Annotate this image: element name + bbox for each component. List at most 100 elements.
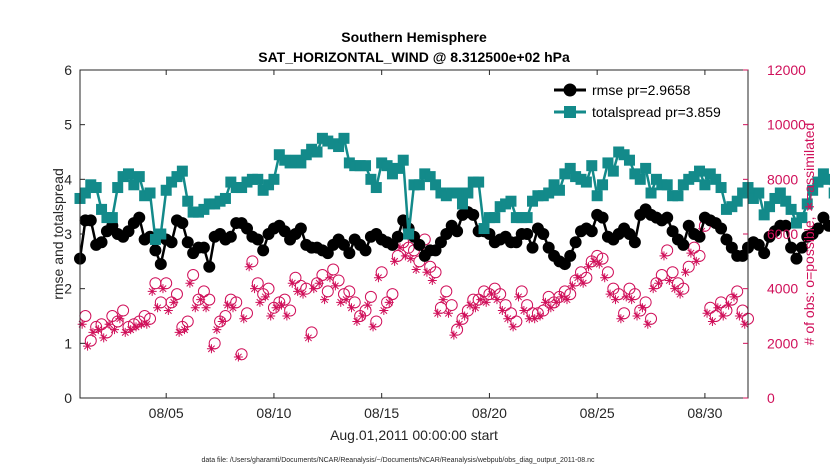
rmse-marker — [295, 223, 306, 234]
totalspread-marker — [635, 174, 645, 184]
assimilated-obs-marker — [191, 303, 200, 312]
y-right-tick-label: 12000 — [767, 62, 806, 78]
assimilated-obs-marker — [288, 279, 297, 288]
assimilated-obs-marker — [568, 281, 577, 290]
assimilated-obs-marker — [277, 301, 286, 310]
rmse-marker — [150, 245, 161, 256]
rmse-marker — [225, 231, 236, 242]
y-left-tick-label: 1 — [64, 335, 72, 351]
rmse-marker — [468, 209, 479, 220]
assimilated-obs-marker — [444, 309, 453, 318]
totalspread-marker — [398, 155, 408, 165]
footnote: data file: /Users/gharamti/Documents/NCA… — [201, 457, 595, 464]
rmse-marker — [759, 248, 770, 259]
assimilated-obs-marker — [358, 312, 367, 321]
rmse-marker — [134, 212, 145, 223]
assimilated-obs-marker — [428, 276, 437, 285]
assimilated-obs-marker — [460, 312, 469, 321]
assimilated-obs-marker — [433, 309, 442, 318]
assimilated-obs-marker — [665, 276, 674, 285]
assimilated-obs-marker — [385, 298, 394, 307]
totalspread-marker — [474, 177, 484, 187]
totalspread-marker — [371, 183, 381, 193]
assimilated-obs-marker — [315, 279, 324, 288]
x-tick-label: 08/10 — [256, 405, 291, 421]
y-right-tick-label: 6000 — [767, 226, 798, 242]
rmse-marker — [198, 242, 209, 253]
assimilated-obs-marker — [616, 314, 625, 323]
assimilated-obs-marker — [212, 325, 221, 334]
x-tick-label: 08/20 — [472, 405, 507, 421]
assimilated-obs-marker — [379, 306, 388, 315]
assimilated-obs-marker — [320, 295, 329, 304]
assimilated-obs-marker — [412, 265, 421, 274]
rmse-marker — [527, 242, 538, 253]
totalspread-marker — [404, 229, 414, 239]
totalspread-marker — [134, 172, 144, 182]
rmse-marker — [694, 231, 705, 242]
assimilated-obs-marker — [498, 306, 507, 315]
rmse-marker — [565, 250, 576, 261]
assimilated-obs-marker — [509, 322, 518, 331]
rmse-marker — [166, 237, 177, 248]
assimilated-obs-marker — [676, 290, 685, 299]
assimilated-obs-marker — [99, 333, 108, 342]
rmse-marker — [570, 237, 581, 248]
x-axis-label: Aug.01,2011 00:00:00 start — [330, 427, 498, 443]
assimilated-obs-marker — [471, 303, 480, 312]
rmse-marker — [586, 226, 597, 237]
totalspread-marker — [177, 166, 187, 176]
assimilated-obs-marker — [422, 268, 431, 277]
assimilated-obs-marker — [703, 309, 712, 318]
totalspread-marker — [361, 161, 371, 171]
assimilated-obs-marker — [579, 279, 588, 288]
rmse-marker — [662, 212, 673, 223]
totalspread-marker — [113, 183, 123, 193]
assimilated-obs-marker — [78, 320, 87, 329]
chart-title: Southern Hemisphere — [341, 29, 487, 45]
assimilated-obs-marker — [719, 312, 728, 321]
assimilated-obs-marker — [611, 295, 620, 304]
assimilated-obs-marker — [729, 292, 738, 301]
y-right-tick-label: 0 — [767, 390, 775, 406]
rmse-marker — [678, 239, 689, 250]
totalspread-marker — [754, 188, 764, 198]
assimilated-obs-marker — [600, 273, 609, 282]
totalspread-marker — [592, 191, 602, 201]
totalspread-marker — [479, 224, 489, 234]
assimilated-obs-marker — [169, 298, 178, 307]
x-tick-label: 08/05 — [149, 405, 184, 421]
legend-rmse-marker — [564, 84, 576, 96]
y-right-tick-label: 8000 — [767, 171, 798, 187]
totalspread-marker — [673, 191, 683, 201]
totalspread-marker — [463, 188, 473, 198]
rmse-marker — [252, 234, 263, 245]
y-left-tick-label: 5 — [64, 117, 72, 133]
assimilated-obs-marker — [239, 314, 248, 323]
totalspread-marker — [506, 196, 516, 206]
assimilated-obs-marker — [519, 306, 528, 315]
assimilated-obs-marker — [158, 284, 167, 293]
assimilated-obs-marker — [439, 295, 448, 304]
totalspread-marker — [646, 188, 656, 198]
y-left-tick-label: 6 — [64, 62, 72, 78]
assimilated-obs-marker — [633, 312, 642, 321]
rmse-marker — [96, 237, 107, 248]
assimilated-obs-marker — [153, 303, 162, 312]
totalspread-marker — [490, 213, 500, 223]
assimilated-obs-marker — [449, 331, 458, 340]
assimilated-obs-marker — [325, 273, 334, 282]
assimilated-obs-marker — [196, 295, 205, 304]
assimilated-obs-marker — [514, 292, 523, 301]
totalspread-marker — [312, 147, 322, 157]
assimilated-obs-marker — [503, 314, 512, 323]
assimilated-obs-marker — [347, 303, 356, 312]
x-tick-label: 08/15 — [364, 405, 399, 421]
assimilated-obs-marker — [342, 295, 351, 304]
assimilated-obs-marker — [643, 320, 652, 329]
assimilated-obs-marker — [234, 353, 243, 362]
totalspread-marker — [824, 174, 830, 184]
assimilated-obs-marker — [686, 249, 695, 258]
totalspread-marker — [522, 213, 532, 223]
